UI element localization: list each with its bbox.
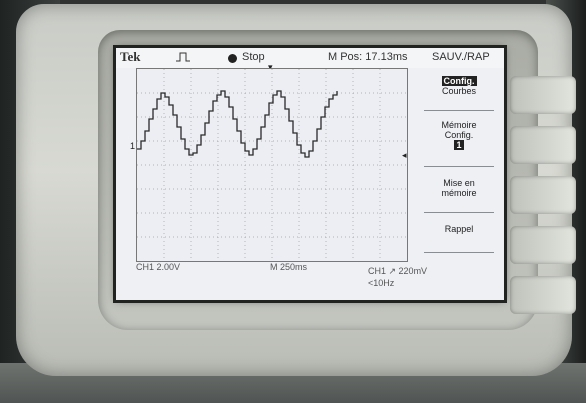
horizontal-position: M Pos: 17.13ms (328, 51, 408, 63)
menu-item-label: Rappel (444, 224, 474, 234)
menu-button-5[interactable] (510, 276, 576, 314)
waveform-graticule (136, 68, 408, 262)
run-state-label: Stop (242, 51, 265, 63)
menu-divider (424, 212, 494, 213)
side-menu: Config. Courbes Mémoire Config. 1 Mise e… (416, 68, 502, 280)
menu-divider (424, 110, 494, 111)
menu-button-3[interactable] (510, 176, 576, 214)
menu-item-label: Mémoire (441, 120, 477, 130)
channel-1-marker: 1 (130, 141, 136, 151)
graticule-svg (137, 69, 407, 261)
menu-button-2[interactable] (510, 126, 576, 164)
menu-item-sublabel: Config. (444, 130, 474, 140)
menu-divider (424, 166, 494, 167)
memory-slot-value: 1 (454, 140, 464, 150)
trigger-pulse-icon (176, 52, 190, 62)
frequency-readout: <10Hz (368, 278, 395, 288)
menu-item-sublabel: mémoire (441, 188, 477, 198)
timebase-readout: M 250ms (270, 262, 308, 272)
channel-scale: CH1 2.00V (136, 262, 181, 272)
menu-buttons (510, 76, 580, 326)
waveform-trace (137, 90, 338, 158)
menu-item-config-courbes[interactable]: Config. Courbes (416, 76, 502, 111)
trigger-readout: CH1 ↗ 220mV (368, 266, 428, 276)
menu-item-label: Config. (441, 76, 477, 86)
brand-label: Tek (120, 49, 141, 64)
oscilloscope-screen: Tek Stop M Pos: 17.13ms SAUV./RAP ▾ (116, 48, 504, 300)
menu-item-memoire-config[interactable]: Mémoire Config. 1 (416, 120, 502, 167)
readout-bar: CH1 2.00V M 250ms CH1 ↗ 220mV <10Hz (116, 258, 504, 300)
menu-item-mise-en-memoire[interactable]: Mise en mémoire (416, 178, 502, 213)
status-bar: Tek Stop M Pos: 17.13ms SAUV./RAP (116, 48, 504, 68)
menu-item-sublabel: Courbes (441, 86, 477, 96)
menu-divider (424, 252, 494, 253)
trigger-level-icon: ◂ (402, 150, 407, 160)
menu-button-4[interactable] (510, 226, 576, 264)
menu-button-1[interactable] (510, 76, 576, 114)
menu-item-rappel[interactable]: Rappel (416, 224, 502, 253)
trigger-position-icon: ▾ (268, 62, 273, 72)
menu-title: SAUV./RAP (432, 51, 490, 63)
menu-item-label: Mise en (443, 178, 475, 188)
run-state-icon (228, 54, 237, 63)
